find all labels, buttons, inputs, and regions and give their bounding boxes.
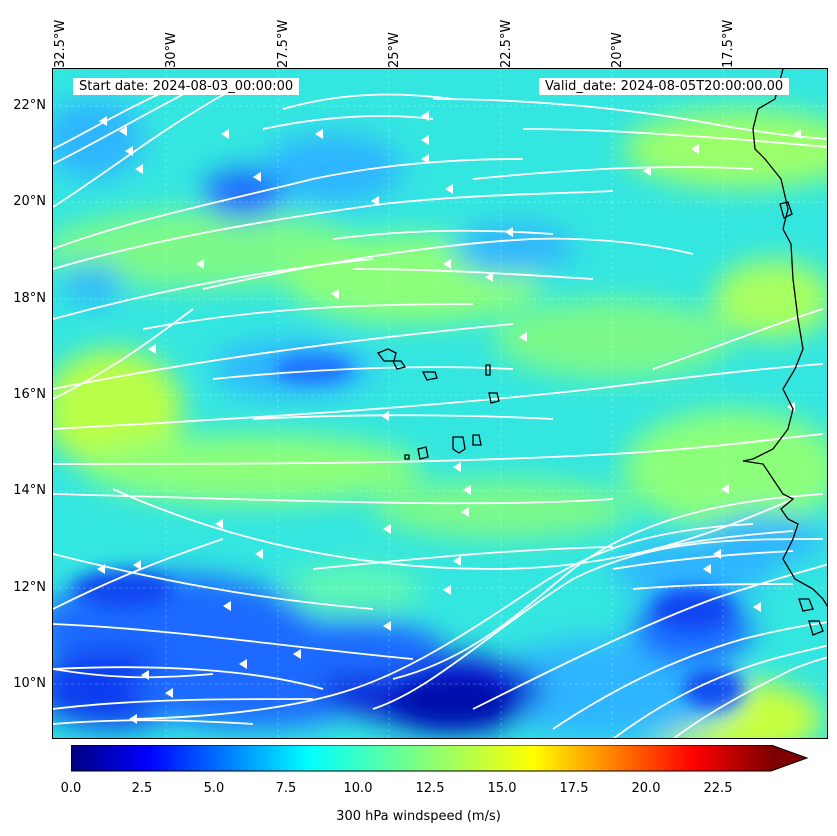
lat-label-10n: 10°N xyxy=(13,676,46,691)
colorbar-tick: 7.5 xyxy=(275,781,297,796)
colorbar-outline xyxy=(70,744,809,772)
lat-label-14n: 14°N xyxy=(13,483,46,498)
colorbar-tick: 2.5 xyxy=(131,781,153,796)
stream-arrows xyxy=(97,111,801,724)
colorbar-tick: 17.5 xyxy=(559,781,589,796)
lat-label-12n: 12°N xyxy=(13,580,46,595)
windspeed-field xyxy=(53,99,827,738)
colorbar-extend-arrow xyxy=(771,745,807,771)
lat-label-18n: 18°N xyxy=(13,291,46,306)
start-date-label: Start date: 2024-08-03_00:00:00 xyxy=(73,78,300,95)
lat-label-16n: 16°N xyxy=(13,387,46,402)
lon-label-17-5w: 17.5°W xyxy=(721,19,736,68)
lon-label-20w: 20°W xyxy=(610,32,625,68)
wind-field-canvas xyxy=(53,69,827,738)
lon-label-32-5w: 32.5°W xyxy=(53,19,68,68)
lat-label-22n: 22°N xyxy=(13,98,46,113)
colorbar xyxy=(70,744,811,777)
wind-map xyxy=(52,68,828,739)
lon-label-25w: 25°W xyxy=(387,32,402,68)
valid-date-label: Valid_date: 2024-08-05T20:00:00.00 xyxy=(539,78,790,95)
lon-label-27-5w: 27.5°W xyxy=(276,19,291,68)
colorbar-tick: 10.0 xyxy=(343,781,373,796)
lat-label-20n: 20°N xyxy=(13,194,46,209)
colorbar-tick: 5.0 xyxy=(203,781,225,796)
lon-label-22-5w: 22.5°W xyxy=(499,19,514,68)
colorbar-tick: 15.0 xyxy=(487,781,517,796)
colorbar-label: 300 hPa windspeed (m/s) xyxy=(336,809,501,824)
colorbar-gradient xyxy=(71,745,771,771)
colorbar-tick: 20.0 xyxy=(631,781,661,796)
colorbar-tick: 12.5 xyxy=(415,781,445,796)
coastline xyxy=(376,69,827,636)
lon-label-30w: 30°W xyxy=(164,32,179,68)
colorbar-tick: 0.0 xyxy=(60,781,82,796)
colorbar-tick: 22.5 xyxy=(703,781,733,796)
